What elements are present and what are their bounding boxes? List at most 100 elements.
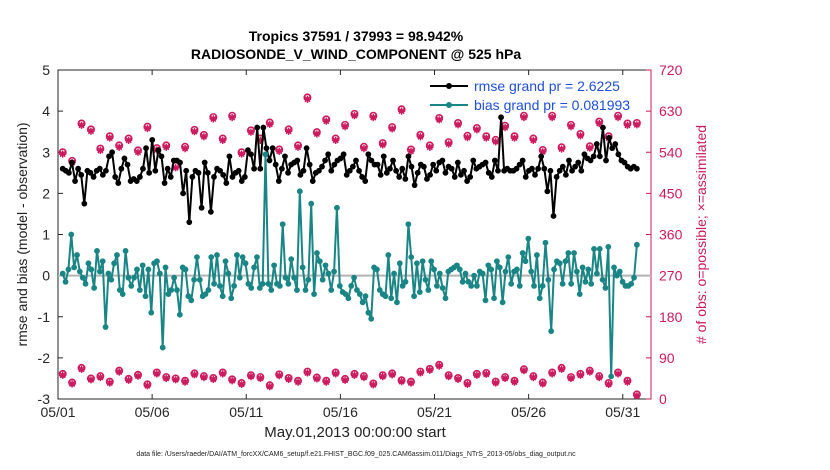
- rmse-point: [72, 178, 78, 184]
- bias-point: [442, 295, 449, 302]
- bias-point: [214, 252, 220, 258]
- obs-assimilated-marker: [134, 372, 142, 380]
- rmse-point: [439, 157, 446, 164]
- rmse-point: [235, 167, 242, 174]
- bias-point: [71, 264, 78, 271]
- obs-assimilated-marker: [529, 373, 537, 382]
- rmse-point: [272, 161, 279, 168]
- obs-assimilated-marker: [633, 121, 641, 129]
- rmse-point: [467, 174, 474, 180]
- bias-point: [85, 260, 92, 267]
- bias-point: [576, 291, 583, 298]
- obs-assimilated-marker: [219, 370, 227, 378]
- rmse-point: [211, 174, 217, 180]
- bias-point: [388, 295, 395, 302]
- obs-assimilated-marker: [360, 144, 368, 153]
- rmse-point: [541, 165, 548, 172]
- rmse-point: [606, 134, 612, 141]
- obs-assimilated-marker: [237, 380, 246, 388]
- y-right-tick-label: 360: [659, 227, 683, 243]
- rmse-point: [143, 145, 149, 152]
- bias-point: [456, 266, 463, 273]
- bias-point: [111, 260, 118, 267]
- obs-assimilated-marker: [190, 371, 199, 379]
- obs-assimilated-marker: [605, 380, 613, 388]
- bias-point: [499, 299, 506, 306]
- bias-point: [188, 297, 195, 304]
- rmse-point: [556, 167, 563, 174]
- rmse-point: [550, 213, 557, 219]
- x-tick-label: 05/01: [40, 404, 75, 420]
- bias-point: [91, 285, 98, 291]
- obs-assimilated-marker: [172, 164, 180, 172]
- rmse-point: [547, 167, 554, 174]
- bias-point: [168, 287, 175, 293]
- bias-point: [256, 285, 263, 291]
- rmse-point: [522, 174, 529, 180]
- obs-assimilated-marker: [162, 374, 170, 383]
- rmse-point: [207, 208, 214, 215]
- x-tick-label: 05/21: [417, 404, 452, 420]
- y-left-axis-title: rmse and bias (model - observation): [14, 122, 30, 346]
- bias-point: [122, 248, 129, 254]
- rmse-point: [356, 167, 362, 174]
- bias-point: [416, 289, 423, 295]
- bias-point: [368, 315, 375, 322]
- bias-point: [408, 254, 415, 261]
- bias-point: [522, 258, 529, 265]
- rmse-point: [442, 169, 449, 176]
- rmse-point: [365, 151, 372, 158]
- rmse-point: [167, 174, 174, 180]
- bias-point: [96, 268, 103, 275]
- rmse-point: [488, 174, 495, 180]
- bias-point: [602, 285, 609, 291]
- y-right-tick-label: 180: [659, 309, 683, 325]
- rmse-point: [297, 171, 304, 178]
- obs-assimilated-marker: [633, 392, 641, 400]
- obs-assimilated-marker: [266, 383, 274, 391]
- bias-point: [508, 280, 515, 287]
- bias-point: [196, 276, 203, 283]
- rmse-point: [198, 204, 205, 211]
- obs-assimilated-marker: [153, 370, 161, 378]
- obs-assimilated-marker: [68, 380, 76, 388]
- obs-assimilated-marker: [454, 375, 462, 383]
- rmse-point: [155, 147, 162, 154]
- obs-assimilated-marker: [275, 147, 283, 155]
- rmse-point: [399, 165, 406, 172]
- rmse-point: [538, 153, 545, 160]
- bias-point: [485, 262, 492, 269]
- obs-assimilated-marker: [576, 371, 585, 379]
- rmse-point: [485, 169, 492, 176]
- rmse-point: [177, 159, 183, 166]
- bias-point: [325, 270, 332, 277]
- rmse-point: [285, 169, 291, 176]
- y-left-tick-label: 5: [42, 62, 50, 78]
- obs-assimilated-marker: [256, 374, 264, 383]
- bias-point: [302, 287, 309, 293]
- obs-assimilated-marker: [96, 146, 104, 155]
- obs-assimilated-marker: [510, 378, 519, 386]
- bias-point: [99, 258, 106, 265]
- bias-point: [294, 287, 300, 293]
- obs-assimilated-marker: [388, 371, 396, 379]
- bias-point: [305, 276, 312, 283]
- rmse-point: [319, 163, 325, 170]
- bias-point: [556, 260, 563, 267]
- obs-assimilated-marker: [350, 112, 359, 120]
- rmse-point: [112, 174, 119, 180]
- obs-assimilated-marker: [501, 374, 509, 383]
- legend-swatch-marker: [446, 102, 452, 108]
- bias-point: [185, 293, 192, 300]
- obs-assimilated-marker: [294, 378, 302, 386]
- rmse-point: [78, 171, 85, 178]
- bias-point: [271, 262, 277, 269]
- bias-point: [139, 262, 146, 269]
- bias-point: [205, 287, 212, 293]
- rmse-point: [359, 174, 366, 180]
- x-tick-label: 05/06: [135, 404, 170, 420]
- bias-point: [231, 283, 238, 289]
- rmse-point: [229, 174, 236, 180]
- bias-point: [342, 291, 349, 298]
- obs-assimilated-marker: [190, 128, 199, 136]
